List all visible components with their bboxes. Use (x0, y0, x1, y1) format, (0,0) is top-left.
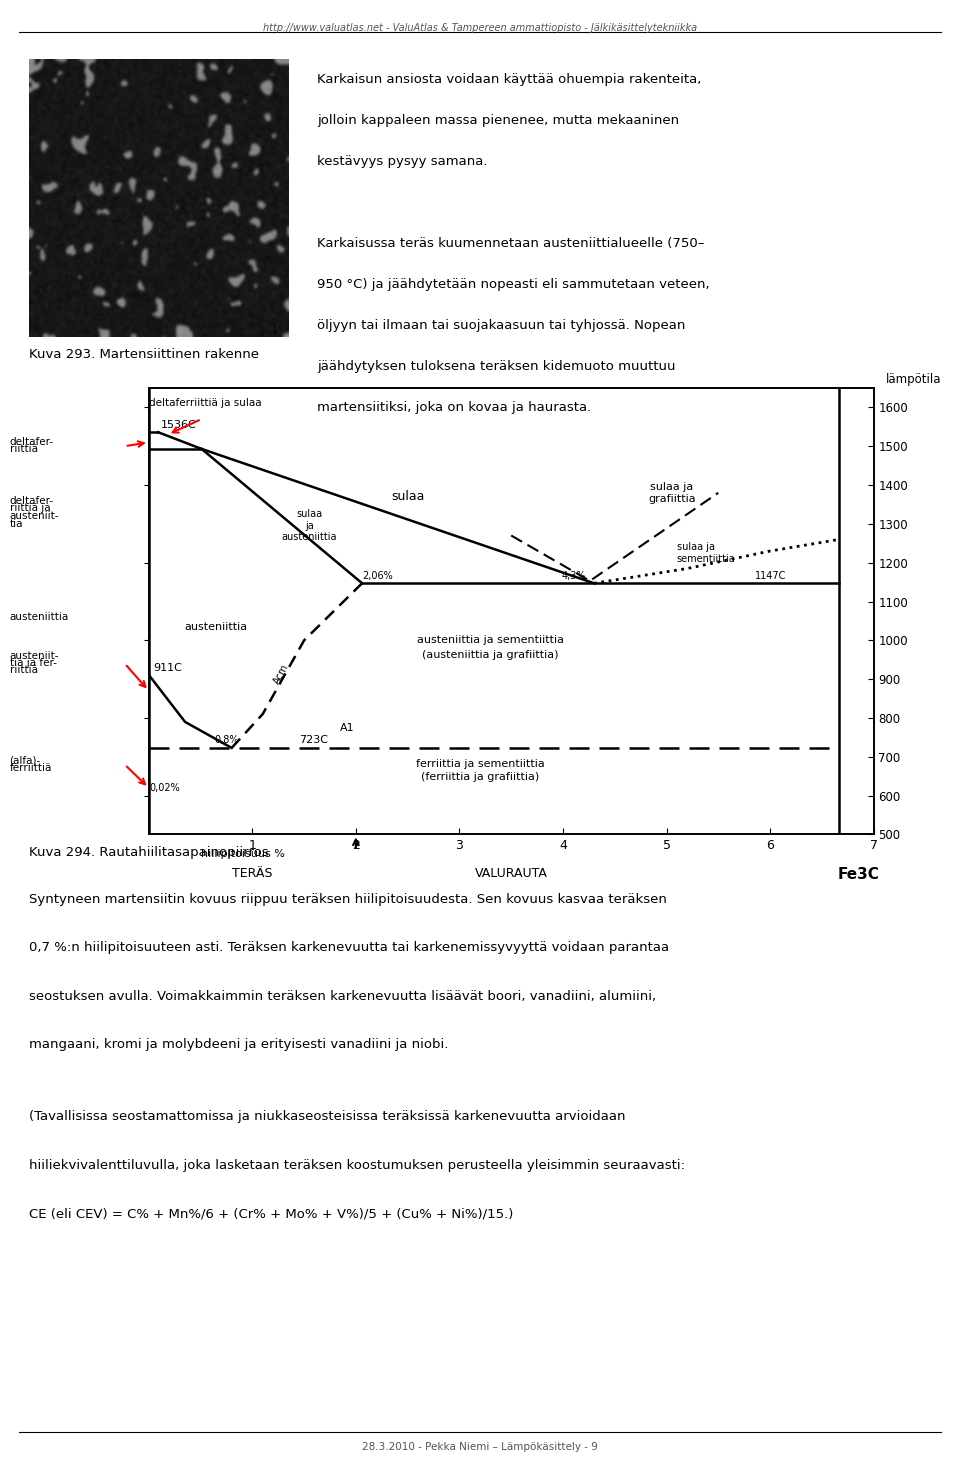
Text: sulaa ja
grafiittia: sulaa ja grafiittia (648, 482, 695, 504)
Text: riittiä: riittiä (10, 444, 37, 454)
Text: Acm: Acm (272, 663, 291, 687)
Text: 28.3.2010 - Pekka Niemi – Lämpökäsittely - 9: 28.3.2010 - Pekka Niemi – Lämpökäsittely… (362, 1442, 598, 1452)
Text: sulaa
ja
austeniittia: sulaa ja austeniittia (281, 509, 337, 542)
Text: 1536C: 1536C (161, 420, 197, 430)
Text: (austeniittia ja grafiittia): (austeniittia ja grafiittia) (422, 650, 559, 660)
Text: Fe3C: Fe3C (837, 868, 879, 883)
Text: 0,7 %:n hiilipitoisuuteen asti. Teräksen karkenevuutta tai karkenemissyvyyttä vo: 0,7 %:n hiilipitoisuuteen asti. Teräksen… (29, 941, 669, 955)
Text: sulaa: sulaa (391, 490, 424, 504)
Text: lämpötila: lämpötila (886, 373, 942, 386)
Text: kestävyys pysyy samana.: kestävyys pysyy samana. (317, 155, 488, 168)
Text: (Tavallisissa seostamattomissa ja niukkaseosteisissa teräksissä karkenevuutta ar: (Tavallisissa seostamattomissa ja niukka… (29, 1110, 625, 1123)
Text: Karkaisun ansiosta voidaan käyttää ohuempia rakenteita,: Karkaisun ansiosta voidaan käyttää ohuem… (317, 73, 701, 86)
Text: ferriittiä: ferriittiä (10, 763, 52, 773)
Text: 723C: 723C (299, 735, 328, 745)
Text: austeniittia ja sementiittia: austeniittia ja sementiittia (417, 635, 564, 646)
Text: 911C: 911C (153, 663, 181, 673)
Text: martensiitiksi, joka on kovaa ja haurasta.: martensiitiksi, joka on kovaa ja haurast… (317, 401, 591, 414)
Text: hiilipitoisuus %: hiilipitoisuus % (201, 849, 284, 859)
Text: austeniit-: austeniit- (10, 511, 60, 521)
Text: deltafer-: deltafer- (10, 495, 54, 505)
Text: riittiä: riittiä (10, 665, 37, 675)
Text: CE (eli CEV) = C% + Mn%/6 + (Cr% + Mo% + V%)/5 + (Cu% + Ni%)/15.): CE (eli CEV) = C% + Mn%/6 + (Cr% + Mo% +… (29, 1206, 514, 1220)
Text: sulaa ja
sementiittia: sulaa ja sementiittia (677, 542, 735, 564)
Text: tia: tia (10, 518, 23, 529)
Text: mangaani, kromi ja molybdeeni ja erityisesti vanadiini ja niobi.: mangaani, kromi ja molybdeeni ja erityis… (29, 1038, 448, 1051)
Text: austeniit-: austeniit- (10, 651, 60, 660)
Text: Karkaisussa teräs kuumennetaan austeniittialueelle (750–: Karkaisussa teräs kuumennetaan austeniit… (317, 237, 705, 250)
Text: jolloin kappaleen massa pienenee, mutta mekaaninen: jolloin kappaleen massa pienenee, mutta … (317, 114, 679, 127)
Text: austeniittia: austeniittia (10, 612, 69, 622)
Text: A1: A1 (341, 723, 355, 733)
Text: 950 °C) ja jäähdytetään nopeasti eli sammutetaan veteen,: 950 °C) ja jäähdytetään nopeasti eli sam… (317, 278, 709, 291)
Text: hiiliekvivalenttiluvulla, joka lasketaan teräksen koostumuksen perusteella yleis: hiiliekvivalenttiluvulla, joka lasketaan… (29, 1159, 684, 1171)
Text: 0,02%: 0,02% (150, 783, 180, 792)
Text: ferriittia ja sementiittia: ferriittia ja sementiittia (416, 758, 544, 769)
Text: 4,3%: 4,3% (561, 571, 586, 581)
Text: seostuksen avulla. Voimakkaimmin teräksen karkenevuutta lisäävät boori, vanadiin: seostuksen avulla. Voimakkaimmin teräkse… (29, 990, 656, 1003)
Text: TERÄS: TERÄS (232, 868, 273, 880)
Text: 0,8%: 0,8% (214, 735, 239, 745)
Text: Kuva 294. Rautahiilitasapainopiirros: Kuva 294. Rautahiilitasapainopiirros (29, 846, 269, 859)
Text: 1: 1 (272, 324, 277, 334)
Text: 2,06%: 2,06% (362, 571, 393, 581)
Text: jäähdytyksen tuloksena teräksen kidemuoto muuttuu: jäähdytyksen tuloksena teräksen kidemuot… (317, 360, 675, 373)
Text: Syntyneen martensiitin kovuus riippuu teräksen hiilipitoisuudesta. Sen kovuus ka: Syntyneen martensiitin kovuus riippuu te… (29, 893, 666, 906)
Text: riittiä ja: riittiä ja (10, 504, 50, 514)
Text: (alfa)-: (alfa)- (10, 755, 41, 766)
Text: austeniittia: austeniittia (184, 622, 248, 632)
Text: 1147C: 1147C (755, 571, 786, 581)
Text: deltafer-: deltafer- (10, 438, 54, 448)
Text: VALURAUTA: VALURAUTA (475, 868, 547, 880)
Text: tia ja fer-: tia ja fer- (10, 657, 57, 668)
Text: http://www.valuatlas.net - ValuAtlas & Tampereen ammattiopisto - Jälkikäsittelyt: http://www.valuatlas.net - ValuAtlas & T… (263, 23, 697, 34)
Text: deltaferriittiä ja sulaa: deltaferriittiä ja sulaa (149, 398, 261, 408)
Text: (ferriittia ja grafiittia): (ferriittia ja grafiittia) (421, 772, 540, 782)
Text: Kuva 293. Martensiittinen rakenne: Kuva 293. Martensiittinen rakenne (29, 348, 259, 362)
Text: öljyyn tai ilmaan tai suojakaasuun tai tyhjossä. Nopean: öljyyn tai ilmaan tai suojakaasuun tai t… (317, 319, 685, 332)
